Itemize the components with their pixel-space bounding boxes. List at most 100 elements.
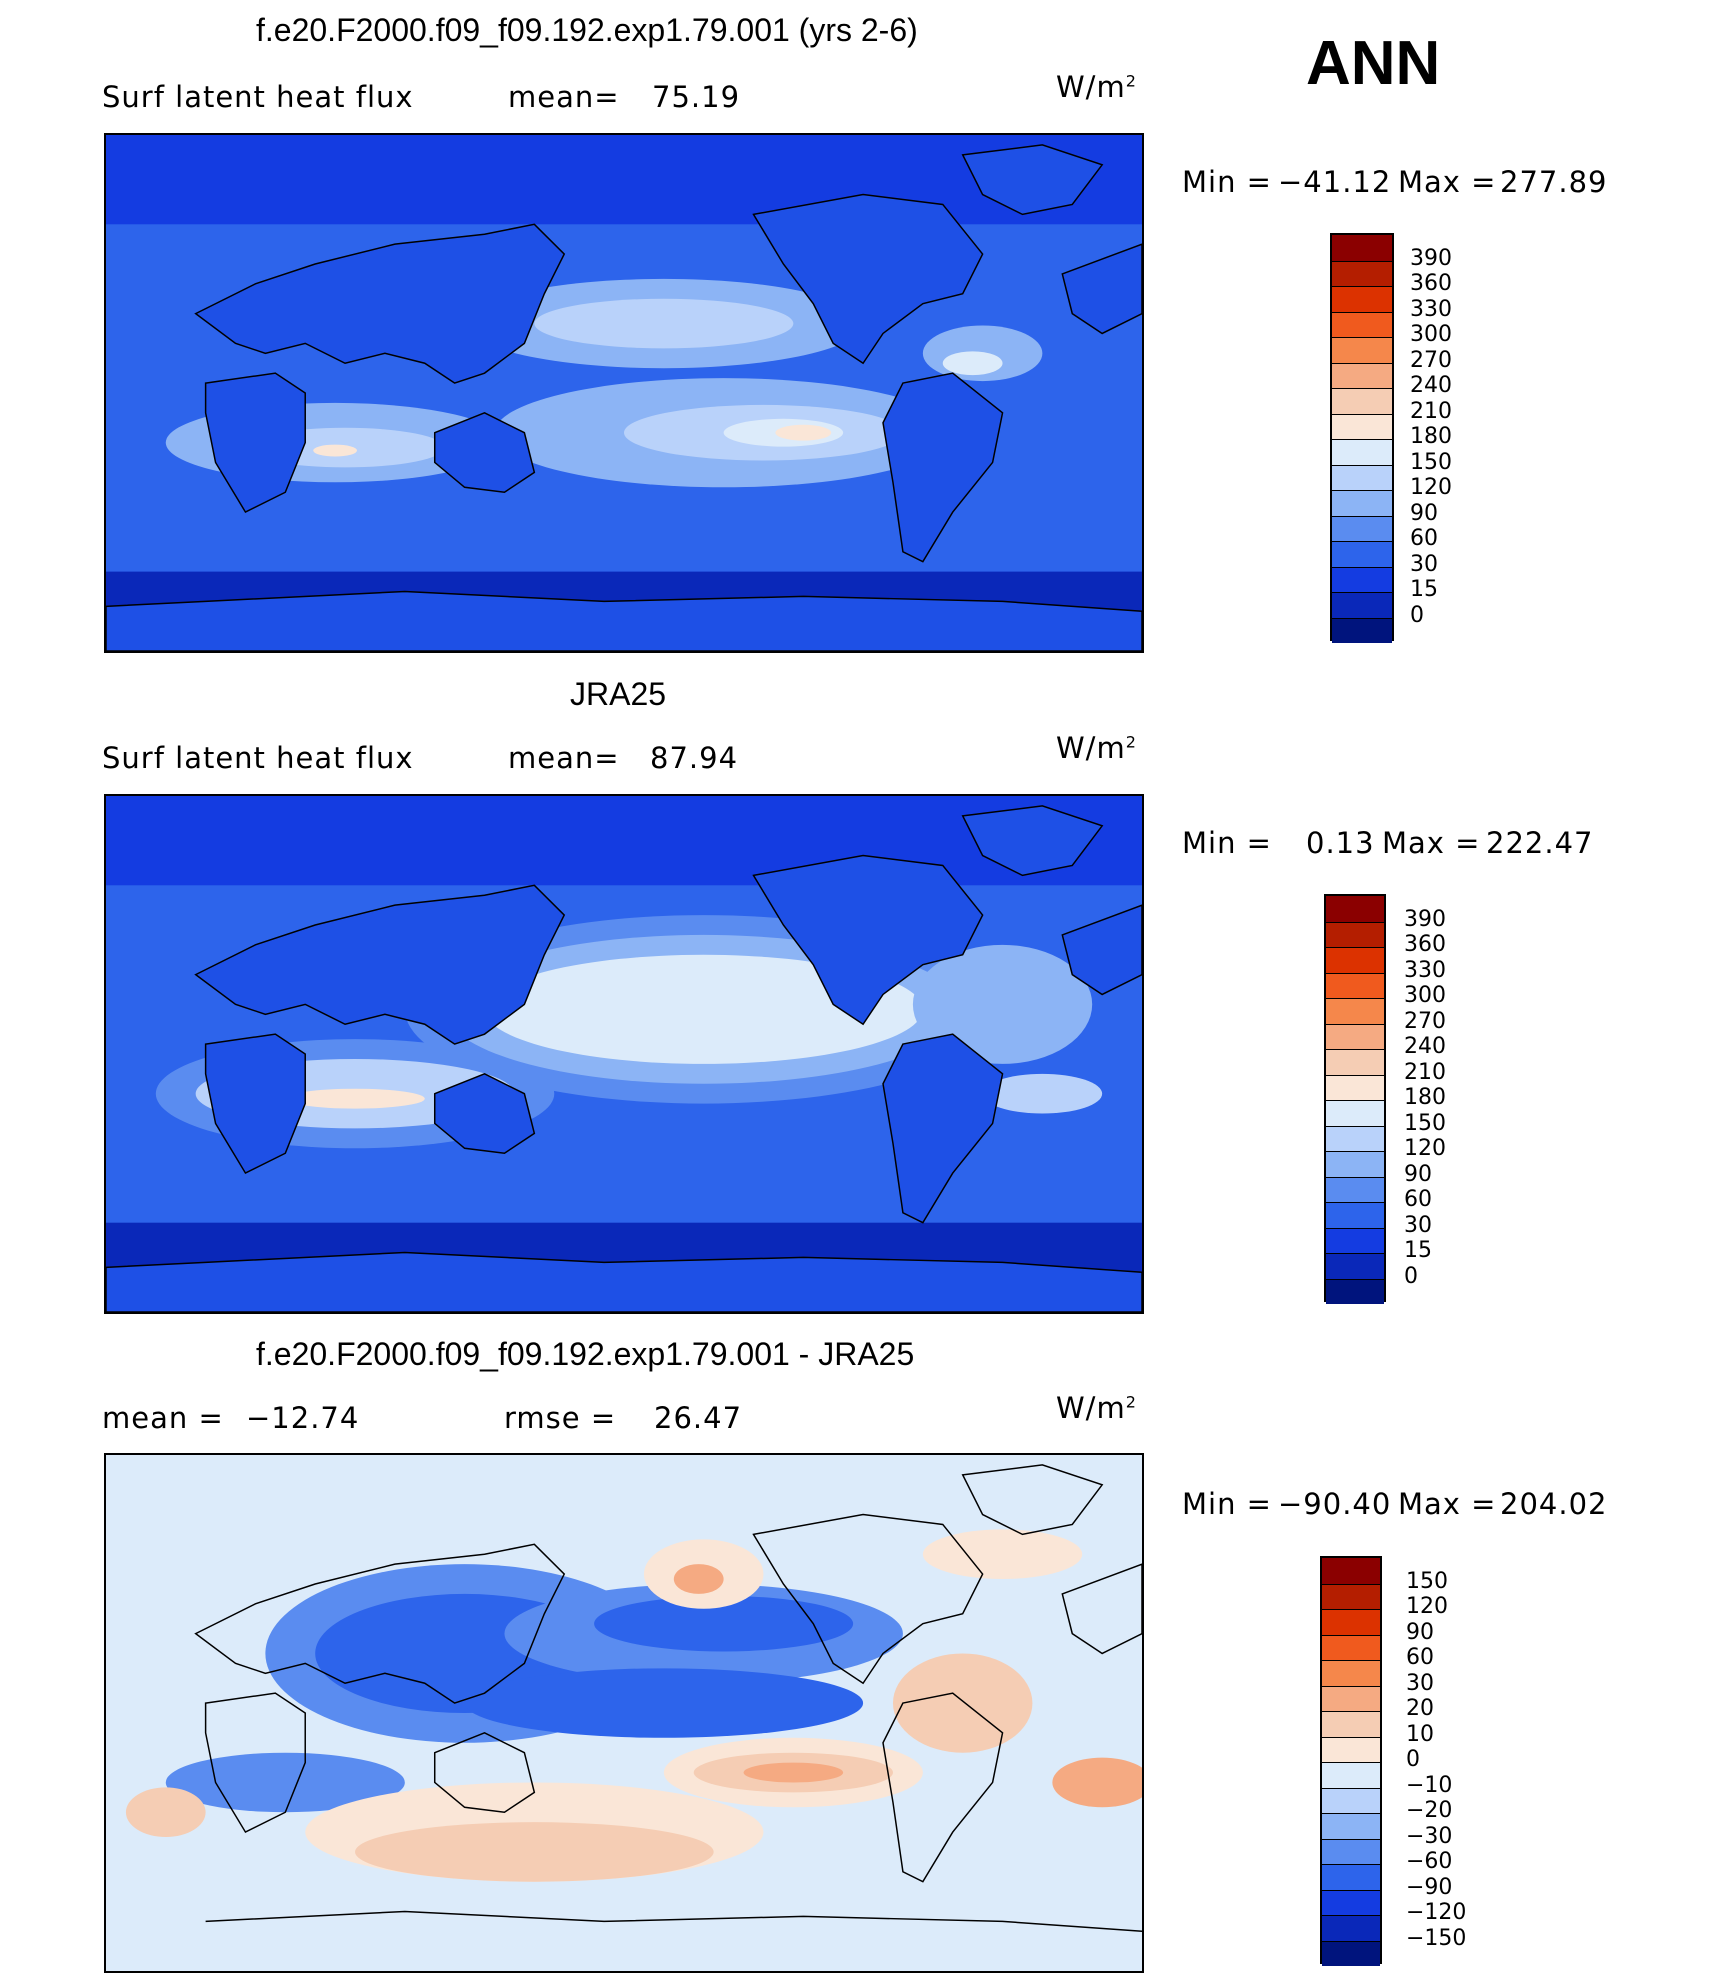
colorbar-segment bbox=[1322, 1558, 1380, 1584]
panel-2-min-label: Min = bbox=[1182, 826, 1272, 860]
colorbar-segment bbox=[1322, 1940, 1380, 1966]
colorbar-segment bbox=[1332, 464, 1392, 490]
colorbar-level-label: 180 bbox=[1404, 1085, 1446, 1110]
colorbar-level-label: 30 bbox=[1406, 1670, 1434, 1696]
colorbar-level-label: 180 bbox=[1410, 424, 1452, 449]
colorbar-level-label: 0 bbox=[1406, 1747, 1420, 1772]
colorbar-level-label: 240 bbox=[1404, 1034, 1446, 1059]
colorbar-level-label: 90 bbox=[1406, 1619, 1434, 1645]
panel-1-units: W/m2 bbox=[1056, 70, 1137, 104]
colorbar-segment bbox=[1332, 235, 1392, 261]
colorbar-level-label: 330 bbox=[1410, 296, 1452, 322]
colorbar-segment bbox=[1326, 998, 1384, 1024]
colorbar-level-label: 0 bbox=[1410, 602, 1424, 628]
panel-1-min-label: Min = bbox=[1182, 165, 1272, 199]
colorbar-segment bbox=[1332, 515, 1392, 541]
colorbar-segment bbox=[1332, 617, 1392, 643]
colorbar-segment bbox=[1322, 1685, 1380, 1711]
colorbar-level-label: 30 bbox=[1410, 551, 1438, 577]
colorbar-segment bbox=[1322, 1583, 1380, 1609]
colorbar-segment bbox=[1332, 439, 1392, 465]
panel-2-max-label: Max = bbox=[1382, 826, 1481, 860]
colorbar-level-label: 270 bbox=[1410, 347, 1452, 373]
colorbar-segment bbox=[1326, 1100, 1384, 1126]
colorbar-level-label: −90 bbox=[1406, 1874, 1453, 1900]
colorbar-segment bbox=[1322, 1609, 1380, 1635]
colorbar-level-label: −10 bbox=[1406, 1772, 1453, 1798]
colorbar-level-label: 210 bbox=[1410, 398, 1452, 424]
panel-1-map bbox=[104, 133, 1144, 653]
panel-1-mean-value: 75.19 bbox=[652, 80, 741, 114]
panel-3-min-label: Min = bbox=[1182, 1487, 1272, 1521]
panel-2-variable: Surf latent heat flux bbox=[102, 741, 414, 775]
colorbar-segment bbox=[1326, 1125, 1384, 1151]
colorbar-level-label: 10 bbox=[1406, 1721, 1434, 1747]
panel-2-title: JRA25 bbox=[570, 676, 667, 712]
colorbar-level-label: 20 bbox=[1406, 1696, 1434, 1721]
colorbar-segment bbox=[1332, 311, 1392, 337]
panel-3-rmse-value: 26.47 bbox=[654, 1401, 743, 1435]
colorbar-segment bbox=[1322, 1634, 1380, 1660]
colorbar-segment bbox=[1326, 1176, 1384, 1202]
colorbar-level-label: 300 bbox=[1404, 983, 1446, 1008]
colorbar-segment bbox=[1332, 490, 1392, 516]
colorbar-level-label: 15 bbox=[1404, 1238, 1432, 1263]
colorbar-segment bbox=[1326, 921, 1384, 947]
colorbar-segment bbox=[1322, 1915, 1380, 1941]
colorbar-segment bbox=[1322, 1889, 1380, 1915]
colorbar-level-label: 120 bbox=[1410, 475, 1452, 500]
colorbar-level-label: 360 bbox=[1410, 271, 1452, 296]
panel-2-units: W/m2 bbox=[1056, 731, 1137, 765]
colorbar-level-label: −150 bbox=[1406, 1925, 1467, 1951]
panel-3-units: W/m2 bbox=[1056, 1391, 1137, 1425]
panel-1-max-value: 277.89 bbox=[1500, 165, 1608, 199]
colorbar-segment bbox=[1326, 972, 1384, 998]
panel-3-map bbox=[104, 1453, 1144, 1973]
colorbar-segment bbox=[1326, 1202, 1384, 1228]
colorbar-level-label: 120 bbox=[1404, 1136, 1446, 1161]
panel-2-min-value: 0.13 bbox=[1306, 826, 1375, 860]
colorbar-segment bbox=[1332, 337, 1392, 363]
colorbar-box bbox=[1330, 233, 1394, 643]
colorbar-segment bbox=[1326, 1227, 1384, 1253]
colorbar-segment bbox=[1322, 1864, 1380, 1890]
panel-1-variable: Surf latent heat flux bbox=[102, 80, 414, 114]
colorbar-level-label: 120 bbox=[1406, 1594, 1448, 1619]
colorbar-segment bbox=[1332, 566, 1392, 592]
colorbar-level-label: 0 bbox=[1404, 1263, 1418, 1289]
panel-2-map bbox=[104, 794, 1144, 1314]
colorbar-level-label: 15 bbox=[1410, 577, 1438, 602]
colorbar-segment bbox=[1326, 1049, 1384, 1075]
colorbar-segment bbox=[1332, 260, 1392, 286]
colorbar-segment bbox=[1322, 1838, 1380, 1864]
colorbar-level-label: 150 bbox=[1410, 449, 1452, 475]
colorbar-segment bbox=[1332, 362, 1392, 388]
colorbar-segment bbox=[1326, 1023, 1384, 1049]
colorbar-level-label: −20 bbox=[1406, 1798, 1453, 1823]
colorbar-level-label: 60 bbox=[1406, 1645, 1434, 1670]
panel-3-mean-label: mean = bbox=[102, 1401, 224, 1435]
colorbar-segment bbox=[1322, 1813, 1380, 1839]
colorbar-segment bbox=[1322, 1660, 1380, 1686]
colorbar-level-label: 60 bbox=[1410, 526, 1438, 551]
colorbar-level-label: 90 bbox=[1404, 1161, 1432, 1187]
colorbar-segment bbox=[1332, 388, 1392, 414]
panel-3-rmse-label: rmse = bbox=[504, 1401, 617, 1435]
colorbar-level-label: 90 bbox=[1410, 500, 1438, 526]
colorbar-segment bbox=[1322, 1787, 1380, 1813]
panel-3-min-value: −90.40 bbox=[1278, 1487, 1392, 1521]
colorbar-segment bbox=[1326, 1074, 1384, 1100]
colorbar-level-label: 150 bbox=[1406, 1568, 1448, 1594]
colorbar-level-label: 210 bbox=[1404, 1059, 1446, 1085]
colorbar-level-label: 390 bbox=[1404, 906, 1446, 932]
colorbar-segment bbox=[1322, 1762, 1380, 1788]
colorbar-segment bbox=[1326, 1151, 1384, 1177]
colorbar-segment bbox=[1326, 896, 1384, 922]
panel-1-max-label: Max = bbox=[1398, 165, 1497, 199]
panel-1-mean-label: mean= bbox=[508, 80, 620, 114]
colorbar-box bbox=[1320, 1556, 1382, 1966]
season-label: ANN bbox=[1306, 29, 1441, 98]
panel-3-mean-value: −12.74 bbox=[246, 1401, 360, 1435]
colorbar-segment bbox=[1322, 1711, 1380, 1737]
colorbar-level-label: 30 bbox=[1404, 1212, 1432, 1238]
